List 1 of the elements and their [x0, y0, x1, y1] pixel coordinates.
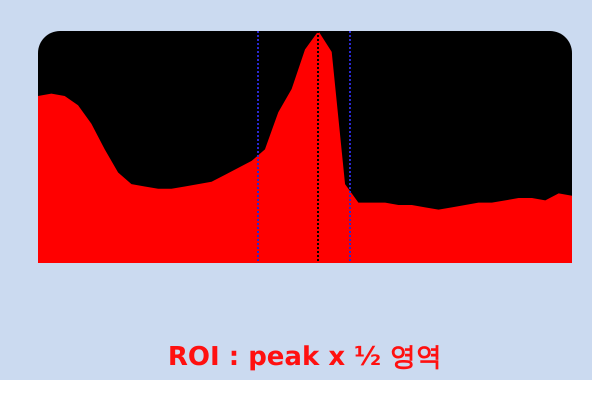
text: ROI : peak x ½ 영역: [168, 342, 442, 372]
